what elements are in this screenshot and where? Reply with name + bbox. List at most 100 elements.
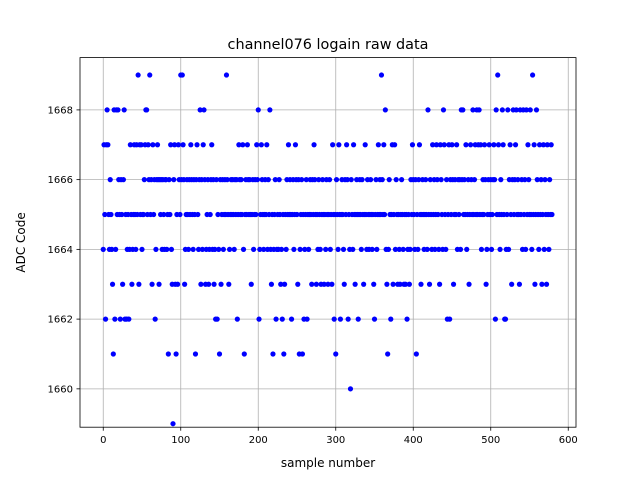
data-point xyxy=(331,316,337,322)
data-point xyxy=(279,316,285,322)
data-point xyxy=(513,107,519,113)
y-tick-label: 1668 xyxy=(48,105,73,116)
data-point xyxy=(441,142,447,148)
x-tick-label: 500 xyxy=(481,435,500,446)
data-point xyxy=(135,72,141,78)
data-point xyxy=(238,177,244,183)
data-point xyxy=(119,211,125,218)
data-point xyxy=(325,281,331,287)
data-point xyxy=(285,142,292,148)
data-point xyxy=(413,351,419,357)
data-point xyxy=(254,142,260,148)
data-point xyxy=(486,142,492,148)
data-point xyxy=(306,246,312,252)
data-point xyxy=(231,246,237,252)
data-point xyxy=(548,142,554,148)
data-point xyxy=(194,142,200,148)
data-point xyxy=(171,177,177,183)
data-point xyxy=(345,316,351,322)
data-point xyxy=(371,316,378,322)
data-point xyxy=(549,211,555,218)
data-point xyxy=(240,142,246,148)
data-point xyxy=(536,142,543,148)
data-point xyxy=(206,281,212,287)
data-point xyxy=(476,107,482,113)
data-point xyxy=(299,177,305,183)
data-point xyxy=(244,142,250,148)
data-point xyxy=(512,142,519,148)
data-point xyxy=(129,281,135,287)
data-point xyxy=(167,211,173,218)
data-point xyxy=(177,211,183,218)
data-point xyxy=(500,142,506,148)
data-point xyxy=(434,177,440,183)
data-point xyxy=(427,177,433,183)
data-point xyxy=(390,281,396,287)
data-point xyxy=(504,211,510,218)
data-point xyxy=(466,281,472,287)
data-point xyxy=(493,107,499,113)
data-point xyxy=(526,177,532,183)
data-point xyxy=(515,177,521,183)
data-point xyxy=(117,316,123,322)
data-point xyxy=(303,177,309,183)
data-point xyxy=(198,281,204,287)
data-point xyxy=(457,246,464,252)
data-point xyxy=(201,107,207,113)
data-point xyxy=(175,281,181,287)
data-point xyxy=(522,177,528,183)
data-point xyxy=(141,177,147,183)
data-point xyxy=(316,177,322,183)
data-point xyxy=(319,177,326,183)
data-point xyxy=(321,281,327,287)
y-tick-label: 1664 xyxy=(48,245,73,256)
data-point xyxy=(492,177,498,183)
data-point xyxy=(226,246,233,252)
data-point xyxy=(505,107,511,113)
data-point xyxy=(212,246,218,252)
data-point xyxy=(435,211,441,218)
data-point xyxy=(214,316,220,322)
data-point xyxy=(292,142,299,148)
data-point xyxy=(110,351,116,357)
data-point xyxy=(470,107,476,113)
data-point xyxy=(369,246,375,252)
data-point xyxy=(541,246,547,252)
data-point xyxy=(309,281,315,287)
data-point xyxy=(258,142,264,148)
data-point xyxy=(350,142,357,148)
chart-title: channel076 logain raw data xyxy=(228,37,429,53)
data-point xyxy=(256,316,262,322)
data-point xyxy=(495,72,501,78)
data-point xyxy=(460,107,466,113)
data-point xyxy=(251,246,257,252)
data-point xyxy=(153,246,159,252)
data-point xyxy=(335,246,341,252)
data-point xyxy=(170,421,176,427)
data-point xyxy=(544,142,550,148)
data-point xyxy=(313,281,319,287)
data-point xyxy=(484,246,490,252)
data-point xyxy=(294,211,300,218)
data-point xyxy=(404,316,410,322)
data-point xyxy=(478,246,485,252)
x-tick-label: 400 xyxy=(404,435,423,446)
data-point xyxy=(236,142,242,148)
data-point xyxy=(333,351,339,357)
data-point xyxy=(483,281,489,287)
x-tick-label: 300 xyxy=(326,435,345,446)
data-point xyxy=(532,281,538,287)
data-point xyxy=(416,177,422,183)
data-point xyxy=(127,142,133,148)
data-point xyxy=(107,177,113,183)
data-point xyxy=(104,107,110,113)
data-point xyxy=(254,177,261,183)
data-point xyxy=(447,316,453,322)
data-point xyxy=(265,177,271,183)
data-point xyxy=(121,107,127,113)
data-point xyxy=(368,177,374,183)
data-point xyxy=(326,177,333,183)
data-point xyxy=(133,246,139,252)
data-point xyxy=(418,281,424,287)
